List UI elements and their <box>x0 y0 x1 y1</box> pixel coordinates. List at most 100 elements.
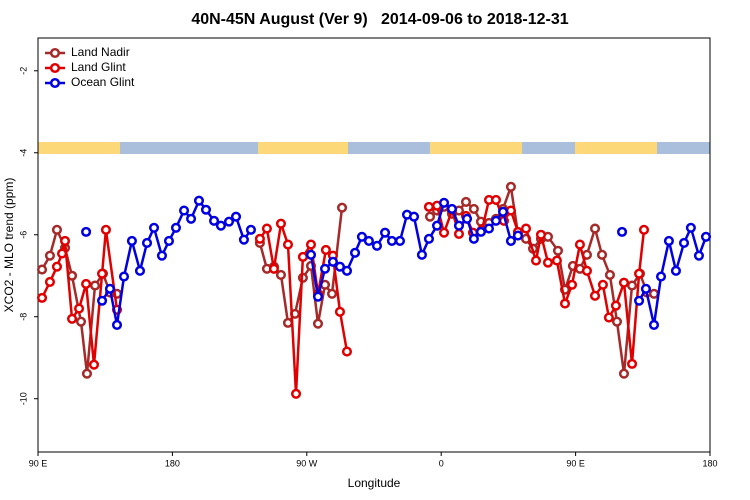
legend-label: Ocean Glint <box>71 75 135 89</box>
data-point <box>581 265 592 276</box>
data-point <box>424 211 436 222</box>
data-point <box>334 261 346 272</box>
data-point <box>597 279 608 290</box>
data-point <box>81 226 92 237</box>
data-point <box>163 235 175 246</box>
data-point <box>416 249 427 260</box>
data-point <box>81 368 93 379</box>
data-point <box>100 224 111 235</box>
data-point <box>282 317 294 328</box>
data-point <box>520 223 532 234</box>
x-tick-label: 90 W <box>296 458 318 468</box>
data-point <box>438 227 450 238</box>
data-point <box>104 283 116 294</box>
data-point <box>74 303 85 314</box>
data-point <box>663 235 674 246</box>
data-point <box>574 239 585 250</box>
data-point <box>648 288 660 299</box>
data-point <box>320 244 331 255</box>
data-point <box>312 318 324 329</box>
chart-title: 40N-45N August (Ver 9) 2014-09-06 to 201… <box>191 11 568 28</box>
data-point <box>640 283 651 294</box>
y-tick-label: -8 <box>18 313 28 321</box>
data-point <box>394 235 406 246</box>
data-point <box>626 358 638 369</box>
data-point <box>363 235 374 246</box>
data-point <box>230 211 242 222</box>
data-point <box>44 276 55 287</box>
series-line <box>40 198 646 396</box>
data-point <box>134 265 146 276</box>
y-tick-label: -2 <box>18 67 28 75</box>
data-point <box>685 222 696 233</box>
data-point <box>356 231 367 242</box>
data-point <box>604 269 615 280</box>
data-point <box>446 203 458 214</box>
data-point <box>44 250 55 261</box>
data-point <box>36 264 48 275</box>
data-point <box>535 229 547 240</box>
data-point <box>551 255 562 266</box>
legend-label: Land Nadir <box>71 45 130 59</box>
data-point <box>148 222 160 233</box>
data-point <box>254 233 265 244</box>
data-point <box>431 220 443 231</box>
x-tick-label: 180 <box>702 458 717 468</box>
data-point <box>453 220 465 231</box>
data-point <box>655 271 667 282</box>
x-tick-label: 180 <box>165 458 180 468</box>
data-point <box>634 268 645 279</box>
data-point <box>552 245 564 256</box>
data-point <box>223 216 235 227</box>
data-point <box>542 257 554 268</box>
legend-marker <box>49 77 61 89</box>
data-point <box>81 278 92 289</box>
data-point <box>483 223 495 234</box>
data-point <box>215 220 226 231</box>
data-point <box>626 280 638 291</box>
data-point <box>512 230 524 241</box>
data-point <box>386 235 397 246</box>
data-point <box>468 203 479 214</box>
data-point <box>268 263 279 274</box>
data-point <box>616 226 628 237</box>
data-point <box>275 269 287 280</box>
data-point <box>423 233 435 244</box>
data-point <box>341 346 353 357</box>
data-point <box>89 280 101 291</box>
data-point <box>670 265 682 276</box>
data-point <box>678 237 690 249</box>
data-point <box>475 226 486 237</box>
data-point <box>693 250 704 261</box>
data-point <box>126 235 137 246</box>
data-point <box>59 235 71 246</box>
data-point <box>36 292 48 303</box>
data-point <box>490 194 502 205</box>
series-line <box>40 185 655 375</box>
data-point <box>186 213 197 224</box>
data-point <box>170 222 182 233</box>
data-point <box>178 205 190 216</box>
data-point <box>336 202 348 213</box>
data-point <box>589 290 601 301</box>
y-tick-label: -6 <box>18 231 28 239</box>
data-point <box>371 240 383 251</box>
data-point <box>497 206 509 217</box>
data-point <box>610 300 621 311</box>
x-axis-label: Longitude <box>348 476 401 490</box>
data-point <box>700 231 712 242</box>
data-point <box>200 204 212 215</box>
data-point <box>305 239 317 250</box>
legend-label: Land Glint <box>71 60 126 74</box>
data-point <box>97 268 108 279</box>
data-point <box>618 277 630 288</box>
data-point <box>88 359 100 370</box>
data-point <box>261 223 272 234</box>
data-point <box>505 205 516 216</box>
legend-marker <box>49 62 61 74</box>
land-strip <box>430 142 522 154</box>
data-point <box>326 288 338 299</box>
data-point <box>297 251 308 262</box>
data-point <box>75 316 87 327</box>
data-point <box>282 239 294 250</box>
